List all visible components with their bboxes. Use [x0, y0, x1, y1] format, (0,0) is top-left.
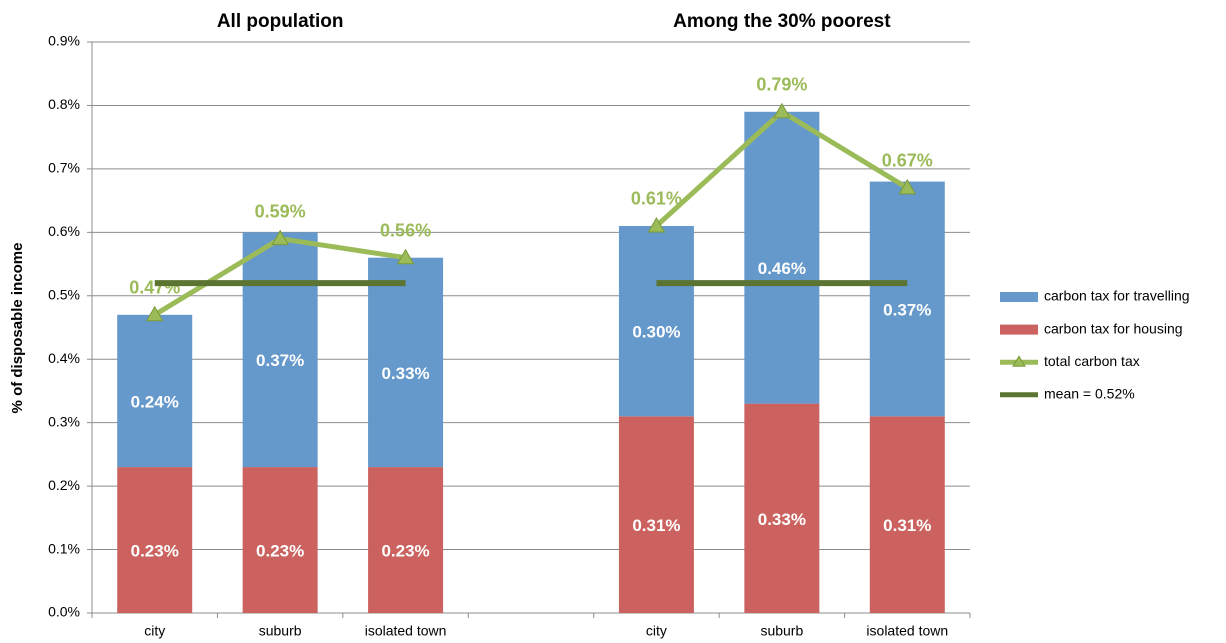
- bar-segment: [368, 467, 444, 613]
- bar-segment: [869, 181, 945, 417]
- y-tick-label: 0.2%: [48, 477, 80, 493]
- y-tick-label: 0.5%: [48, 286, 80, 302]
- bar-segment: [618, 225, 694, 417]
- data-label: 0.61%: [631, 189, 682, 209]
- line-marker: [145, 305, 164, 322]
- data-label: 0.30%: [632, 323, 680, 342]
- legend-label: carbon tax for travelling: [1044, 288, 1190, 304]
- y-axis-label: % of disposable income: [9, 243, 26, 414]
- data-label: 0.56%: [380, 220, 431, 240]
- data-label: 0.23%: [381, 542, 429, 561]
- data-label: 0.23%: [256, 542, 304, 561]
- bar-segment: [242, 232, 318, 468]
- data-label: 0.79%: [756, 75, 807, 95]
- legend-swatch: [1000, 324, 1038, 335]
- legend-label: mean = 0.52%: [1044, 386, 1135, 402]
- legend-swatch: [1000, 292, 1038, 302]
- data-label: 0.23%: [131, 542, 179, 561]
- group-title: All population: [217, 11, 344, 32]
- x-tick-label: city: [144, 623, 165, 639]
- x-tick-label: city: [646, 623, 667, 639]
- data-label: 0.46%: [758, 259, 806, 278]
- data-label: 0.31%: [632, 516, 680, 535]
- line-marker: [271, 229, 290, 246]
- y-tick-label: 0.1%: [48, 540, 80, 556]
- y-tick-label: 0.8%: [48, 96, 80, 112]
- bar-segment: [744, 403, 820, 613]
- data-label: 0.37%: [256, 351, 304, 370]
- y-tick-label: 0.7%: [48, 160, 80, 176]
- data-label: 0.59%: [255, 201, 306, 221]
- legend-label: total carbon tax: [1044, 353, 1140, 369]
- legend-marker: [1012, 355, 1026, 367]
- x-tick-label: isolated town: [866, 623, 948, 639]
- bar-segment: [618, 416, 694, 613]
- x-tick-label: isolated town: [365, 623, 447, 639]
- data-label: 0.33%: [381, 364, 429, 383]
- legend-label: carbon tax for housing: [1044, 320, 1183, 336]
- bar-segment: [117, 467, 193, 613]
- y-tick-label: 0.6%: [48, 223, 80, 239]
- data-label: 0.31%: [883, 516, 931, 535]
- bar-segment: [368, 257, 444, 468]
- y-tick-label: 0.4%: [48, 350, 80, 366]
- x-tick-label: suburb: [259, 623, 302, 639]
- data-label: 0.37%: [883, 300, 931, 319]
- data-label: 0.67%: [882, 151, 933, 171]
- y-tick-label: 0.9%: [48, 33, 80, 49]
- group-title: Among the 30% poorest: [673, 11, 891, 32]
- data-label: 0.24%: [131, 392, 179, 411]
- bar-segment: [744, 111, 820, 404]
- line-marker: [898, 178, 917, 195]
- line-marker: [647, 216, 666, 233]
- x-tick-label: suburb: [760, 623, 803, 639]
- line-marker: [396, 248, 415, 265]
- bar-segment: [242, 467, 318, 613]
- data-label: 0.33%: [758, 510, 806, 529]
- y-tick-label: 0.0%: [48, 604, 80, 620]
- y-tick-label: 0.3%: [48, 413, 80, 429]
- line-marker: [772, 102, 791, 119]
- bar-segment: [869, 416, 945, 613]
- bar-segment: [117, 314, 193, 468]
